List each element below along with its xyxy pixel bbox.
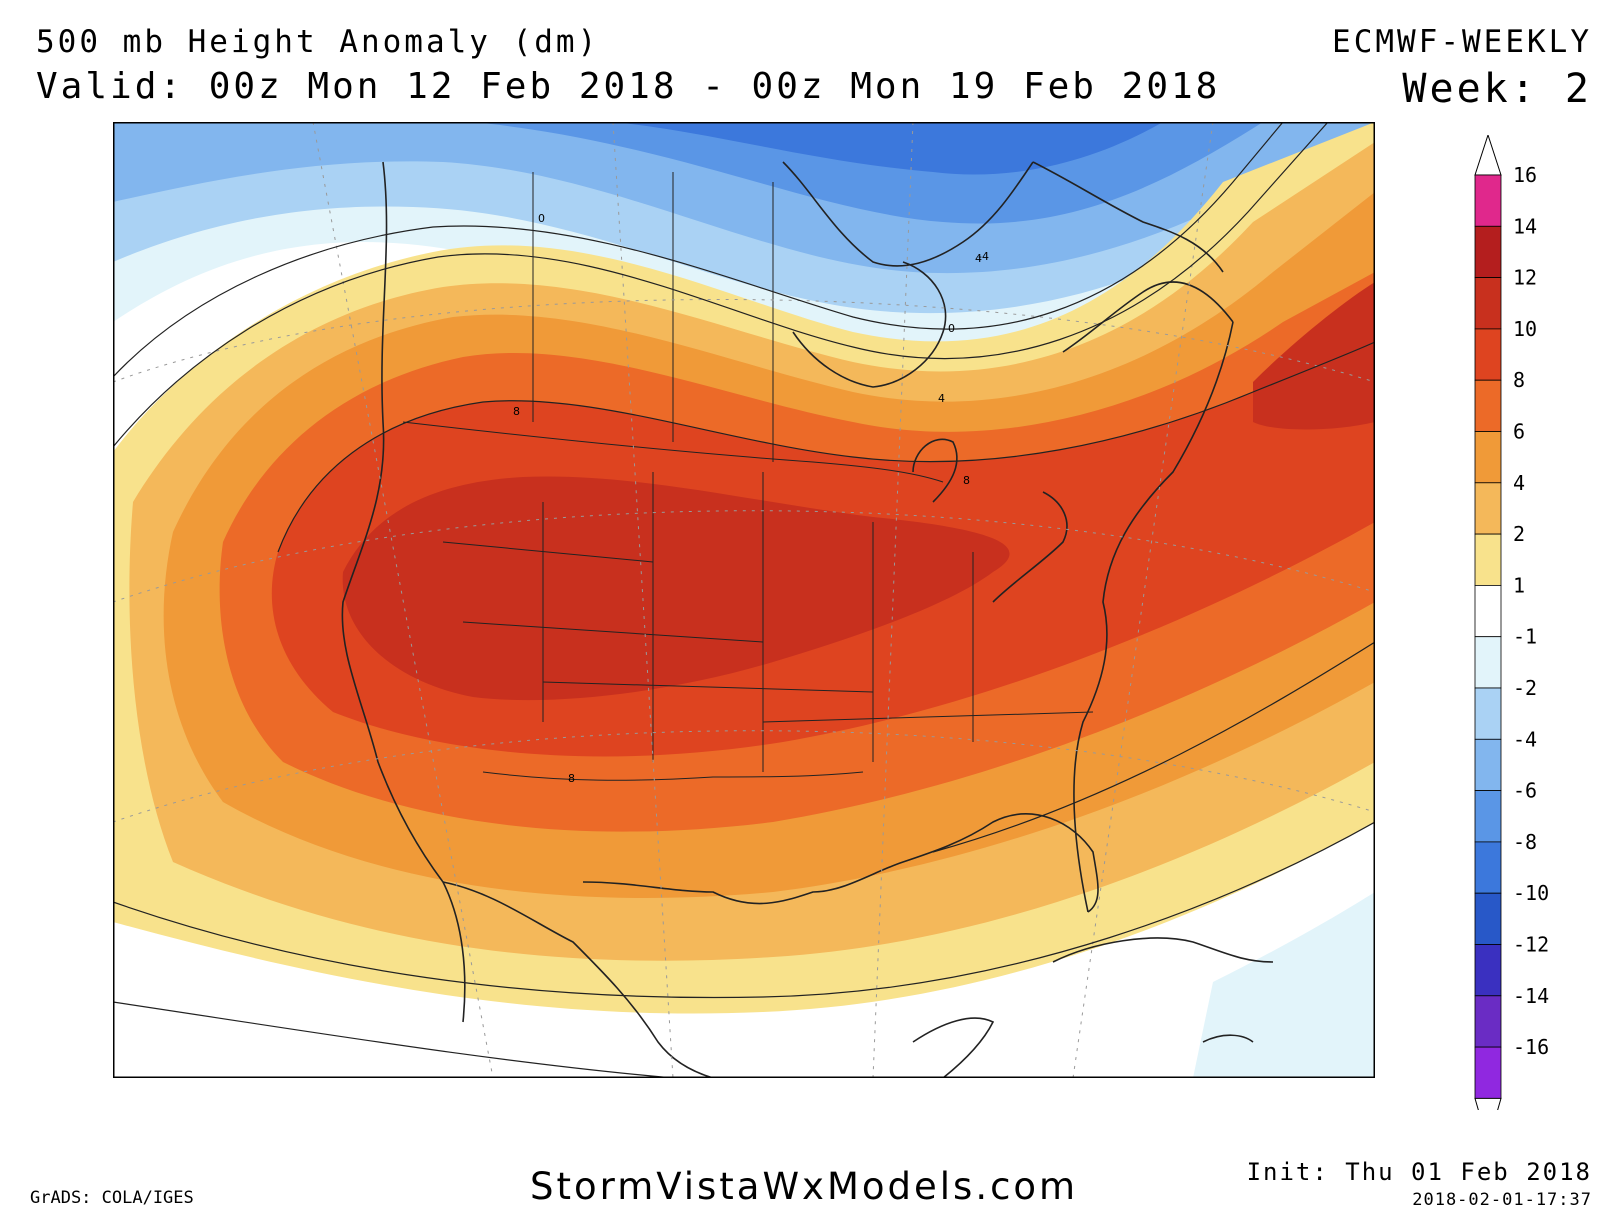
colorbar-label: 1 <box>1513 573 1525 597</box>
contour-label-group: 0 4 8 4 8 0 -4 8 <box>513 212 989 785</box>
colorbar-swatch <box>1474 328 1502 381</box>
positive-band-10-atlantic <box>1253 282 1375 430</box>
color-scale-legend: 16 14 12 10 8 6 4 2 1 -1 -2 -4 -6 -8 -10 -12 -14 -16 <box>1474 135 1549 1110</box>
land-outlines <box>341 161 1274 1078</box>
colorbar-top-arrow <box>1474 135 1502 176</box>
colorbar-swatch <box>1474 379 1502 432</box>
contour-label: 8 <box>568 772 575 785</box>
contour-label: 4 <box>938 392 945 405</box>
contour-label: 8 <box>963 474 970 487</box>
colorbar-swatch <box>1474 533 1502 586</box>
colorbar-bottom-arrow <box>1474 1097 1502 1110</box>
contour-label: 0 <box>948 322 955 335</box>
contour-label: 8 <box>513 405 520 418</box>
contour-label: 4 <box>975 252 982 265</box>
grads-credit: GrADS: COLA/IGES <box>30 1188 194 1208</box>
colorbar-swatch <box>1474 1046 1502 1099</box>
generated-timestamp: 2018-02-01-17:37 <box>1412 1190 1592 1210</box>
colorbar-label: -10 <box>1513 881 1549 905</box>
colorbar-label: -1 <box>1513 625 1537 649</box>
colorbar-swatch <box>1474 790 1502 843</box>
colorbar-label: 2 <box>1513 522 1525 546</box>
colorbar-swatch <box>1474 841 1502 894</box>
colorbar-label: -4 <box>1513 727 1537 751</box>
negative-band-8 <box>613 122 1163 175</box>
colorbar-swatch <box>1474 584 1502 638</box>
colorbar-label: 8 <box>1513 368 1525 392</box>
colorbar-label: -8 <box>1513 830 1537 854</box>
site-watermark: StormVistaWxModels.com <box>530 1165 1079 1208</box>
colorbar-swatch <box>1474 687 1502 740</box>
positive-band-10 <box>342 476 1010 701</box>
colorbar-swatch <box>1474 995 1502 1048</box>
colorbar-label: 6 <box>1513 420 1525 444</box>
colorbar-swatch <box>1474 944 1502 997</box>
colorbar-label: 16 <box>1513 163 1537 187</box>
colorbar-label: 12 <box>1513 266 1537 290</box>
contour-label: 0 <box>538 212 545 225</box>
valid-period: Valid: 00z Mon 12 Feb 2018 - 00z Mon 19 … <box>36 66 1221 107</box>
init-time: Init: Thu 01 Feb 2018 <box>1246 1158 1592 1186</box>
forecast-week: Week: 2 <box>1402 66 1592 112</box>
colorbar-label: -16 <box>1513 1035 1549 1059</box>
colorbar-label: -12 <box>1513 933 1549 957</box>
political-borders <box>402 172 1094 781</box>
colorbar-label: 4 <box>1513 471 1525 495</box>
colorbar-swatch <box>1474 738 1502 791</box>
caribbean-negative-shading <box>1193 892 1375 1078</box>
anomaly-map: 0 4 8 4 8 0 -4 8 <box>113 122 1375 1078</box>
colorbar-label: -14 <box>1513 984 1549 1008</box>
colorbar-label: -6 <box>1513 779 1537 803</box>
colorbar-swatch <box>1474 892 1502 945</box>
colorbar-swatch <box>1474 277 1502 330</box>
model-name: ECMWF-WEEKLY <box>1332 24 1592 60</box>
colorbar-swatch <box>1474 225 1502 279</box>
lat-lon-grid <box>113 122 1375 1078</box>
colorbar-label: 14 <box>1513 214 1537 238</box>
map-frame <box>113 122 1375 1078</box>
colorbar-swatch <box>1474 174 1502 227</box>
colorbar-swatch <box>1474 636 1502 689</box>
colorbar-swatch <box>1474 431 1502 484</box>
colorbar-label: -2 <box>1513 676 1537 700</box>
map-title: 500 mb Height Anomaly (dm) <box>36 24 600 60</box>
contour-lines <box>113 122 1375 1078</box>
colorbar-swatch <box>1474 482 1502 535</box>
colorbar-label: 10 <box>1513 317 1537 341</box>
contour-label: -4 <box>978 250 989 263</box>
